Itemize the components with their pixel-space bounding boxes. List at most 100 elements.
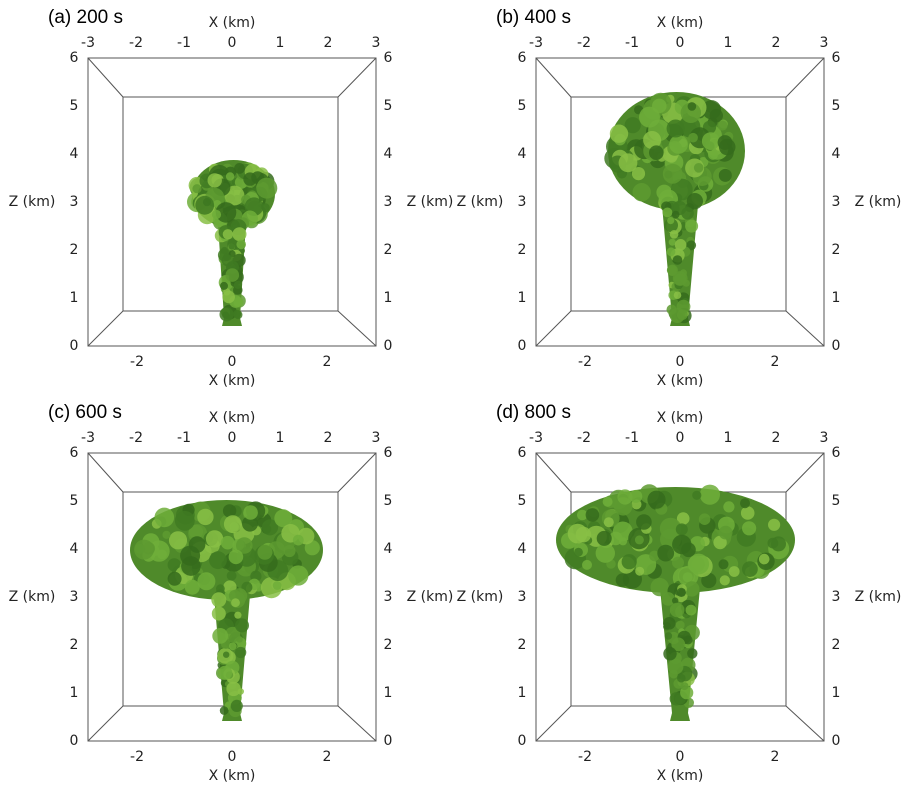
- edge: [87, 705, 124, 742]
- plume-texture: [687, 102, 697, 111]
- plume-texture: [681, 207, 694, 220]
- bottom-tick-label: 2: [323, 354, 332, 370]
- plume-texture: [666, 119, 685, 138]
- plume-texture: [226, 570, 237, 581]
- plume-texture: [635, 566, 645, 576]
- plume-texture: [672, 534, 692, 555]
- left-tick-label: 0: [70, 733, 79, 749]
- plume-texture: [667, 217, 675, 225]
- right-tick-label: 6: [832, 445, 841, 461]
- right-tick-label: 1: [384, 685, 393, 701]
- top-tick-label: -1: [177, 35, 191, 51]
- plume-texture: [197, 572, 216, 591]
- plume-texture: [708, 149, 718, 160]
- plume-texture: [167, 558, 181, 572]
- right-tick-label: 3: [832, 194, 841, 210]
- left-axis-label: Z (km): [9, 194, 56, 210]
- top-tick-label: -3: [81, 430, 95, 446]
- left-tick-label: 2: [518, 637, 527, 653]
- top-tick-label: -3: [529, 35, 543, 51]
- left-tick-label: 6: [70, 50, 79, 66]
- plume-texture: [283, 544, 296, 558]
- left-tick-label: 6: [518, 50, 527, 66]
- left-tick-label: 4: [70, 146, 79, 162]
- plume-texture: [699, 484, 720, 505]
- plume-texture: [134, 543, 145, 554]
- plume-texture: [226, 681, 241, 697]
- plume-texture: [771, 536, 786, 552]
- plume-texture: [632, 183, 651, 202]
- plume-texture: [243, 505, 258, 520]
- right-tick-label: 0: [384, 338, 393, 354]
- bottom-tick-label: 2: [771, 749, 780, 765]
- plume-texture: [650, 577, 669, 597]
- left-tick-label: 4: [70, 541, 79, 557]
- edge: [535, 57, 572, 98]
- plume-texture: [168, 531, 188, 550]
- top-tick-label: -3: [529, 430, 543, 446]
- right-tick-label: 4: [384, 146, 393, 162]
- edge: [337, 705, 377, 742]
- edge: [785, 310, 825, 347]
- top-axis-label: X (km): [657, 410, 704, 426]
- plume-texture: [718, 525, 733, 540]
- plume-texture: [232, 227, 247, 242]
- plume-texture: [674, 239, 687, 251]
- panel: (c) 600 s -3 -2 -1 0 1 2 3 X (km) -2 0 2 X (km) 0 0 1 1 2…: [9, 402, 454, 784]
- edge: [785, 705, 825, 742]
- plume-texture: [228, 589, 241, 602]
- plume-texture: [671, 637, 686, 652]
- top-tick-label: 1: [276, 35, 285, 51]
- left-tick-label: 1: [518, 685, 527, 701]
- plume-texture: [674, 273, 687, 286]
- plume-texture: [685, 219, 699, 233]
- plume-texture: [631, 167, 646, 181]
- left-tick-label: 5: [518, 98, 527, 114]
- top-tick-label: 3: [820, 35, 829, 51]
- bottom-tick-label: -2: [130, 749, 144, 765]
- top-tick-label: 2: [324, 430, 333, 446]
- plume-texture: [701, 132, 720, 151]
- left-tick-label: 4: [518, 146, 527, 162]
- plume-texture: [662, 163, 683, 184]
- plume-texture: [675, 620, 685, 630]
- edge: [87, 57, 124, 98]
- plume-texture: [671, 210, 680, 219]
- plume-texture: [211, 209, 222, 220]
- plume-texture: [215, 202, 237, 223]
- top-tick-label: 0: [228, 430, 237, 446]
- panel: (d) 800 s -3 -2 -1 0 1 2 3 X (km) -2 0 2 X (km) 0 0 1 1 2…: [457, 402, 902, 784]
- outer-box: [87, 452, 377, 742]
- plume-texture: [667, 658, 684, 675]
- plume-texture: [256, 177, 278, 199]
- plume-texture: [617, 489, 633, 505]
- top-tick-label: -2: [577, 430, 591, 446]
- plume-texture: [222, 229, 234, 240]
- left-tick-label: 0: [70, 338, 79, 354]
- plume-texture: [676, 587, 686, 597]
- right-tick-label: 2: [832, 242, 841, 258]
- plume-texture: [192, 184, 202, 194]
- right-tick-label: 4: [832, 146, 841, 162]
- left-axis-label: Z (km): [9, 589, 56, 605]
- right-tick-label: 3: [384, 589, 393, 605]
- plume-texture: [288, 565, 309, 586]
- plume-texture: [643, 131, 662, 149]
- plume-texture: [680, 682, 689, 691]
- plume-texture: [162, 530, 171, 539]
- top-tick-label: 3: [372, 35, 381, 51]
- plume-texture: [684, 581, 700, 597]
- plume-texture: [688, 132, 698, 143]
- plume-texture: [657, 544, 675, 562]
- bottom-tick-label: 0: [676, 354, 685, 370]
- right-tick-label: 0: [384, 733, 393, 749]
- plume-texture: [618, 153, 638, 173]
- plume-texture: [673, 291, 682, 300]
- bottom-tick-label: -2: [130, 354, 144, 370]
- left-tick-label: 2: [70, 637, 79, 653]
- left-tick-label: 5: [70, 493, 79, 509]
- plume-texture: [685, 604, 697, 616]
- plume-texture: [582, 559, 592, 570]
- plume-texture: [728, 566, 740, 577]
- plume-texture: [223, 515, 242, 533]
